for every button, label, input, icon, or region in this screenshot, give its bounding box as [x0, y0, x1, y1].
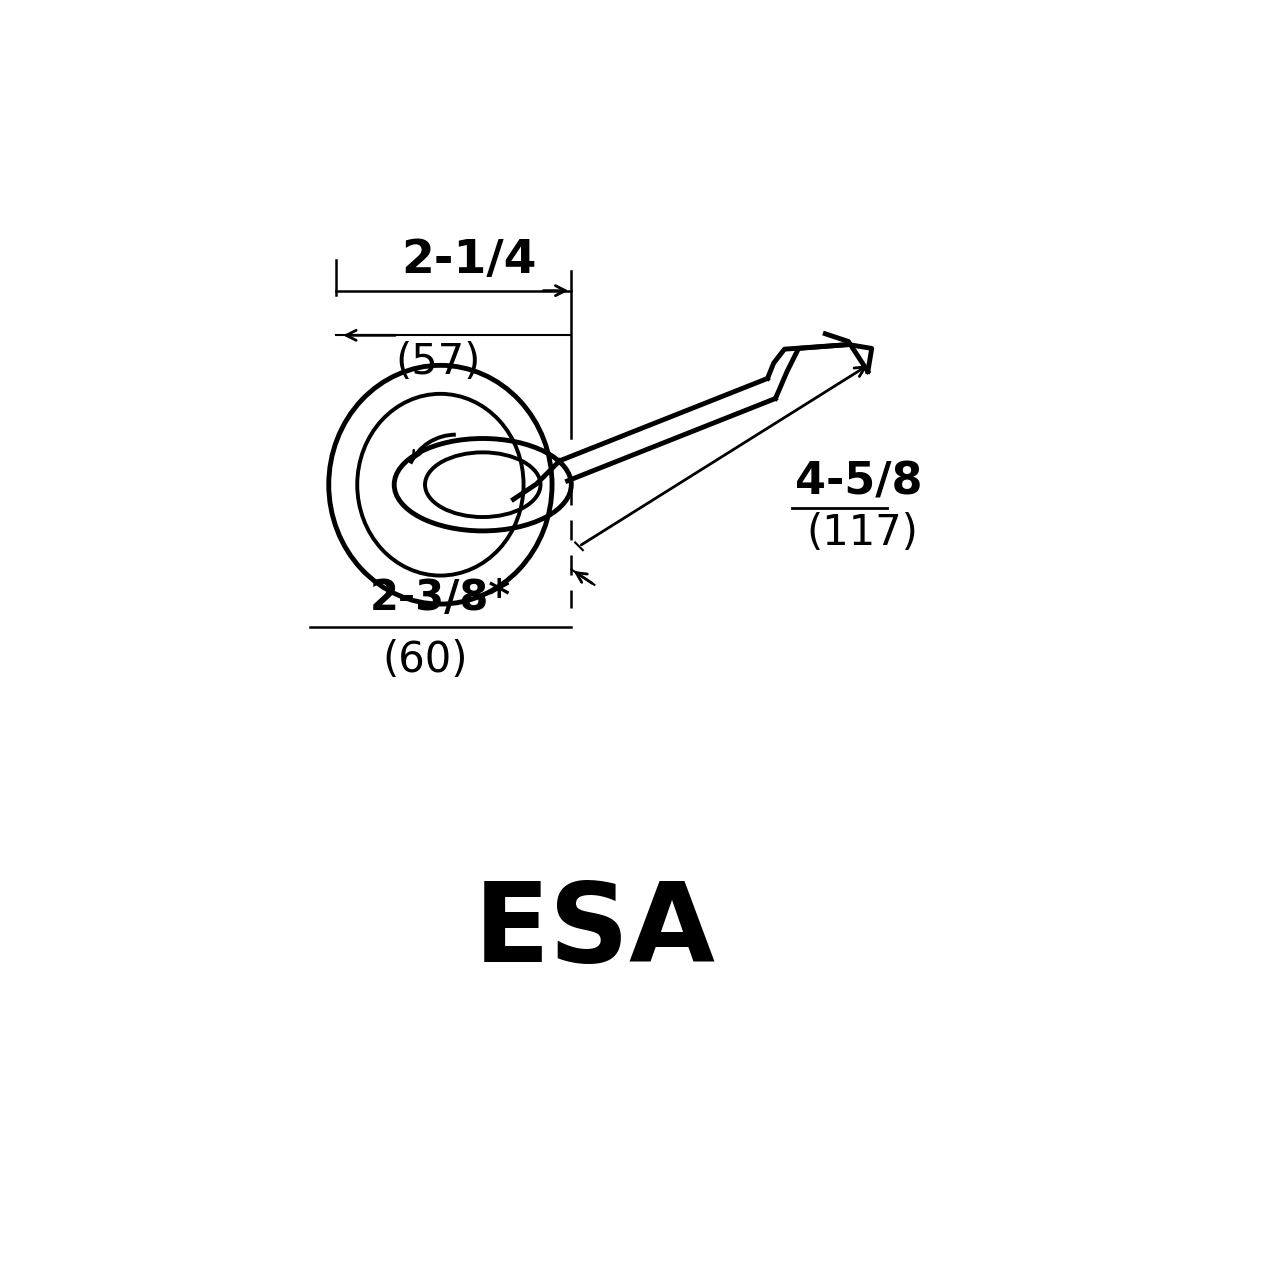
Text: (60): (60) [383, 639, 467, 681]
Text: (57): (57) [396, 342, 481, 384]
Text: ESA: ESA [474, 878, 716, 984]
Text: 4-5/8: 4-5/8 [795, 461, 922, 504]
Text: 2-1/4: 2-1/4 [402, 238, 538, 283]
Text: (117): (117) [806, 512, 918, 554]
Text: 2-3/8*: 2-3/8* [370, 577, 511, 620]
